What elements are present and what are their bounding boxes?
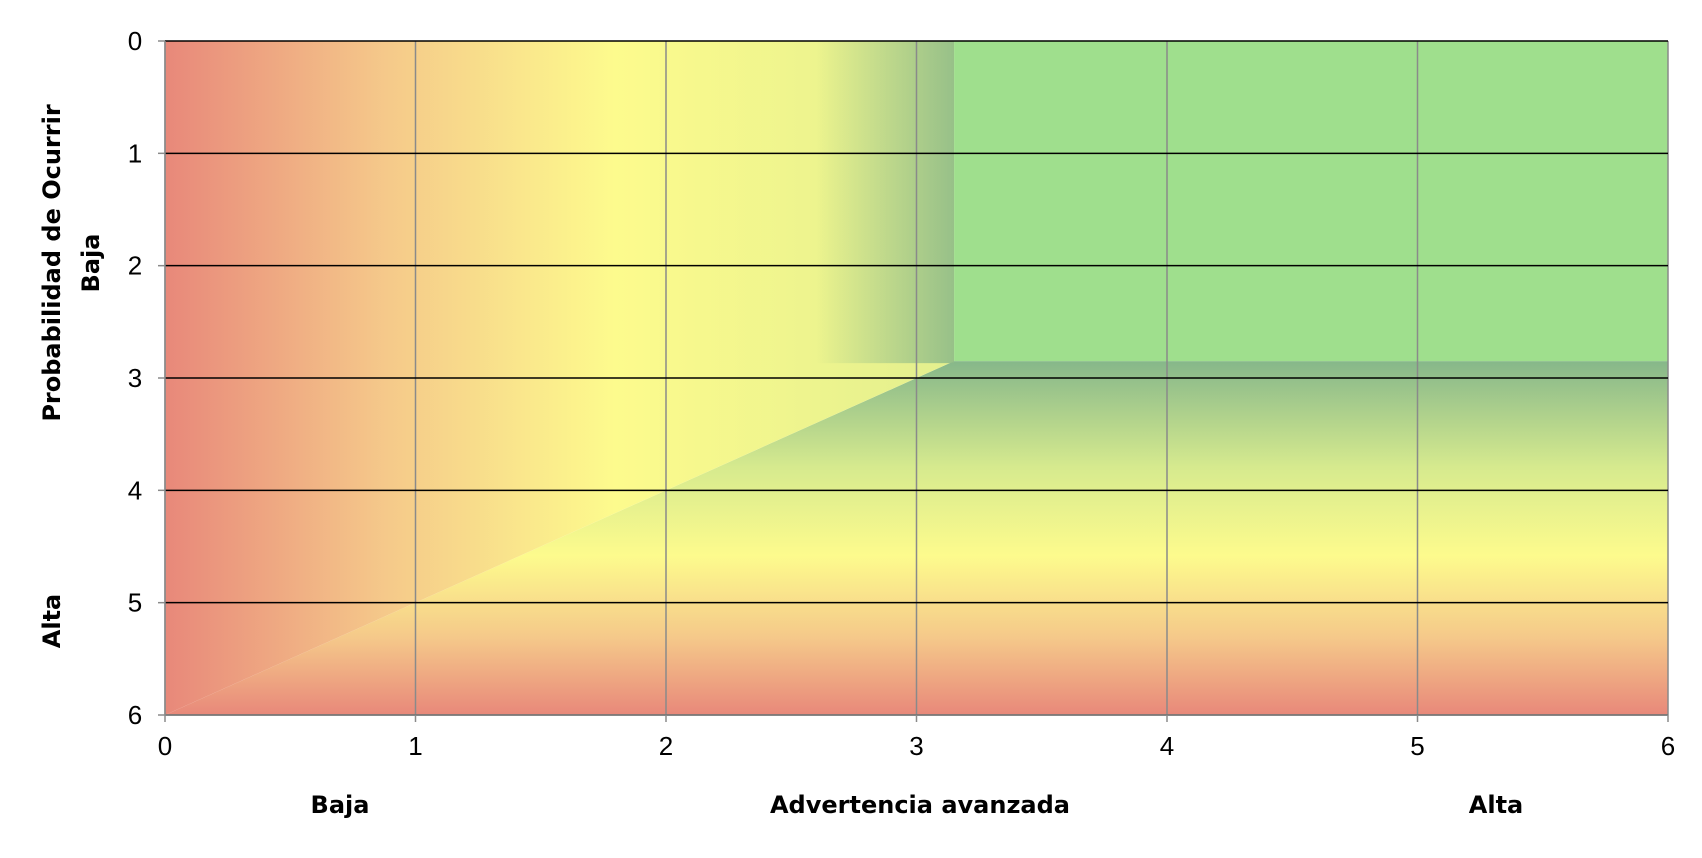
x-axis-label-high: Alta [1469, 791, 1523, 819]
x-tick-label: 2 [659, 731, 673, 761]
y-tick-label: 5 [128, 588, 142, 618]
green-zone-shadow [816, 41, 955, 364]
y-axis-label-low: Baja [77, 234, 105, 293]
x-axis-label-mid: Advertencia avanzada [770, 791, 1070, 819]
x-tick-label: 5 [1410, 731, 1424, 761]
x-tick-label: 4 [1160, 731, 1174, 761]
y-tick-label: 2 [128, 251, 142, 281]
y-axis-title: Probabilidad de Ocurrir [38, 104, 66, 421]
plot-area: 0 1 2 3 4 5 6 0 1 2 3 4 5 6 [128, 26, 1675, 761]
y-tick-label: 0 [128, 26, 142, 56]
x-tick-label: 3 [909, 731, 923, 761]
x-tick-label: 6 [1661, 731, 1675, 761]
y-tick-label: 4 [128, 475, 142, 505]
y-tick-label: 3 [128, 363, 142, 393]
low-risk-zone [954, 41, 1668, 362]
y-tick-labels: 0 1 2 3 4 5 6 [128, 26, 165, 730]
x-tick-label: 0 [158, 731, 172, 761]
x-tick-label: 1 [408, 731, 422, 761]
x-tick-labels: 0 1 2 3 4 5 6 [158, 715, 1675, 761]
y-tick-label: 6 [128, 700, 142, 730]
y-axis-label-high: Alta [38, 594, 66, 648]
x-axis-label-low: Baja [311, 791, 370, 819]
y-tick-label: 1 [128, 138, 142, 168]
